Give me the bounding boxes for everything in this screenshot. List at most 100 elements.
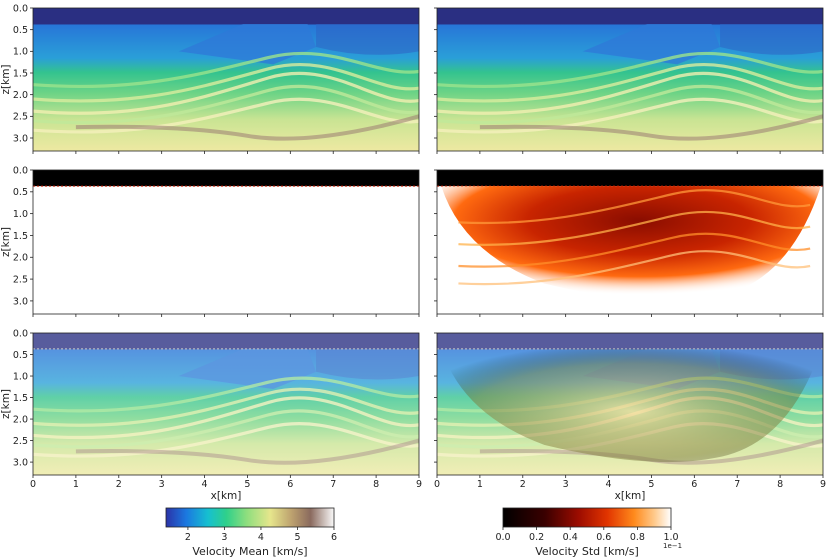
y-tick-label: 3.0 bbox=[13, 133, 28, 144]
y-tick-label: 1.5 bbox=[13, 231, 28, 242]
x-tick-label: 8 bbox=[373, 479, 379, 490]
y-tick-label: 3.0 bbox=[13, 296, 28, 307]
x-axis-label: x[km] bbox=[211, 490, 242, 502]
y-axis-label: z[km] bbox=[0, 389, 12, 419]
reflector-0 bbox=[33, 51, 419, 89]
x-tick-label: 1 bbox=[73, 479, 79, 490]
y-tick-label: 2.0 bbox=[13, 90, 28, 101]
axes-frame bbox=[32, 169, 420, 315]
y-tick-label: 1.5 bbox=[13, 68, 28, 79]
reflector-1 bbox=[437, 63, 823, 103]
std-streak-0 bbox=[458, 189, 811, 225]
x-tick-label: 7 bbox=[330, 479, 336, 490]
right-block bbox=[316, 24, 419, 55]
reflector-2 bbox=[33, 71, 419, 115]
heatmap-image bbox=[437, 333, 823, 475]
x-tick-label: 0 bbox=[434, 479, 440, 490]
deep-reflector bbox=[75, 438, 419, 465]
std-streak-3 bbox=[458, 250, 811, 286]
std-streak-2 bbox=[458, 232, 811, 268]
posterior-std-region bbox=[441, 186, 821, 301]
water-layer bbox=[33, 333, 419, 349]
colorbar-multiplier: 1e−1 bbox=[663, 542, 682, 550]
colorbar-label: Velocity Mean [km/s] bbox=[192, 545, 307, 558]
water-layer bbox=[33, 8, 419, 25]
x-tick-label: 5 bbox=[244, 479, 250, 490]
colorbar-gradient bbox=[165, 507, 335, 528]
y-tick-label: 1.0 bbox=[13, 371, 28, 382]
y-tick-label: 2.0 bbox=[13, 414, 28, 425]
reflector-0 bbox=[33, 376, 419, 413]
x-tick-label: 9 bbox=[820, 479, 826, 490]
panel-true-velocity: 0.0 0.5 1.0 1.5 2.0 2.5 3.0 z[km] bbox=[0, 3, 420, 154]
reflector-2 bbox=[437, 71, 823, 115]
reflector-3 bbox=[33, 84, 419, 125]
reflector-1 bbox=[33, 387, 419, 427]
colorbar-tick-label: 0.2 bbox=[529, 532, 544, 543]
y-tick-label: 0.5 bbox=[13, 25, 28, 36]
reflector-4 bbox=[33, 97, 419, 134]
std-water-zero bbox=[437, 170, 823, 187]
y-tick-label: 0.0 bbox=[13, 328, 28, 339]
x-tick-label: 4 bbox=[606, 479, 612, 490]
y-axis-label: z[km] bbox=[0, 64, 12, 94]
y-tick-label: 0.0 bbox=[13, 165, 28, 176]
deep-reflector bbox=[75, 114, 419, 141]
x-tick-label: 3 bbox=[563, 479, 569, 490]
right-block bbox=[720, 24, 823, 55]
x-tick-label: 7 bbox=[734, 479, 740, 490]
colorbar-tick-label: 0.6 bbox=[596, 532, 611, 543]
reflector-4 bbox=[33, 422, 419, 458]
x-tick-label: 6 bbox=[691, 479, 697, 490]
x-tick-label: 0 bbox=[30, 479, 36, 490]
axes-frame bbox=[436, 169, 824, 315]
heatmap-image bbox=[33, 333, 419, 475]
colorbar-tick-label: 6 bbox=[331, 532, 337, 543]
x-tick-label: 2 bbox=[520, 479, 526, 490]
colorbar-mean: 2 3 4 5 6 Velocity Mean [km/s] bbox=[165, 507, 337, 558]
heatmap-image bbox=[33, 170, 419, 314]
colorbar-tick-label: 5 bbox=[294, 532, 300, 543]
y-tick-label: 1.0 bbox=[13, 47, 28, 58]
axes-frame bbox=[436, 7, 824, 152]
heatmap-image bbox=[33, 8, 419, 151]
reflector-3 bbox=[437, 84, 823, 125]
panel-overlay-right: 0 1 2 3 4 5 6 7 8 9 x[km] bbox=[434, 332, 826, 502]
panel-posterior-std bbox=[434, 169, 824, 317]
colorbar-label: Velocity Std [km/s] bbox=[535, 545, 639, 558]
std-water-zero bbox=[33, 170, 419, 187]
water-layer bbox=[437, 333, 823, 349]
reflector-1 bbox=[33, 63, 419, 103]
x-tick-label: 4 bbox=[202, 479, 208, 490]
panel-prior-std: 0.0 0.5 1.0 1.5 2.0 2.5 3.0 z[km] bbox=[0, 165, 420, 317]
y-axis-label: z[km] bbox=[0, 227, 12, 257]
water-layer bbox=[437, 8, 823, 25]
reflector-2 bbox=[33, 396, 419, 440]
panel-mean-inverted-velocity bbox=[434, 7, 824, 154]
colorbar-std: 0.0 0.2 0.4 0.6 0.8 1.0 Velocity Std [km/s] 1e−… bbox=[495, 507, 682, 558]
colorbar-tick-label: 0.4 bbox=[563, 532, 578, 543]
colorbar-tick-label: 3 bbox=[221, 532, 227, 543]
reflector-4 bbox=[437, 97, 823, 134]
axes-frame bbox=[32, 332, 420, 476]
x-tick-label: 3 bbox=[159, 479, 165, 490]
x-tick-label: 1 bbox=[477, 479, 483, 490]
y-tick-label: 0.5 bbox=[13, 187, 28, 198]
colorbar-gradient bbox=[502, 507, 672, 528]
deep-reflector bbox=[479, 114, 823, 141]
y-tick-label: 1.0 bbox=[13, 209, 28, 220]
heatmap-image bbox=[437, 170, 823, 314]
reflector-3 bbox=[33, 409, 419, 449]
axes-frame bbox=[436, 332, 824, 476]
colorbar-tick-label: 1.0 bbox=[663, 532, 678, 543]
y-tick-label: 2.5 bbox=[13, 436, 28, 447]
x-tick-label: 2 bbox=[116, 479, 122, 490]
alpha-wash bbox=[33, 333, 419, 475]
x-tick-label: 6 bbox=[287, 479, 293, 490]
x-axis-label: x[km] bbox=[615, 490, 646, 502]
reflector-0 bbox=[437, 51, 823, 89]
colorbar-tick-label: 4 bbox=[258, 532, 264, 543]
std-overlay-region bbox=[441, 348, 821, 463]
colorbar-tick-label: 0.8 bbox=[630, 532, 645, 543]
